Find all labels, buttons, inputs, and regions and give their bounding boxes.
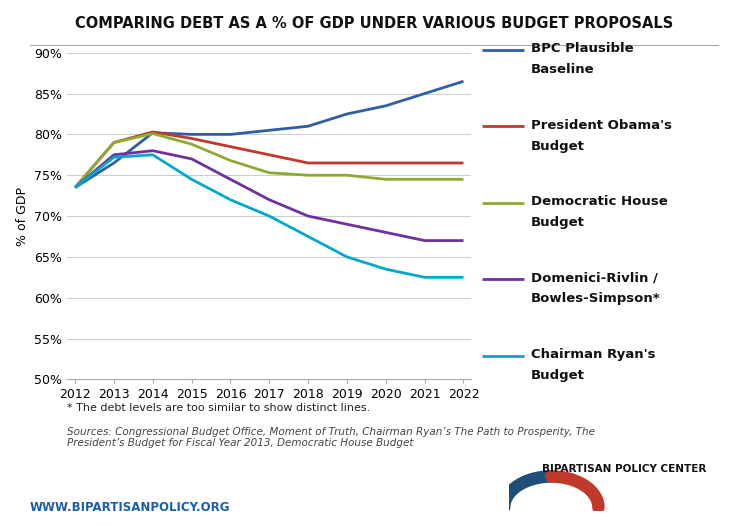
Text: Bowles-Simpson*: Bowles-Simpson*	[531, 292, 660, 306]
Text: Chairman Ryan's: Chairman Ryan's	[531, 348, 655, 361]
Y-axis label: % of GDP: % of GDP	[16, 187, 29, 246]
Text: BPC Plausible: BPC Plausible	[531, 42, 634, 55]
Text: Budget: Budget	[531, 369, 585, 382]
Text: Sources: Congressional Budget Office, Moment of Truth, Chairman Ryan’s The Path : Sources: Congressional Budget Office, Mo…	[67, 427, 595, 448]
Text: WWW.BIPARTISANPOLICY.ORG: WWW.BIPARTISANPOLICY.ORG	[30, 501, 230, 514]
Text: * The debt levels are too similar to show distinct lines.: * The debt levels are too similar to sho…	[67, 403, 370, 413]
Text: Domenici-Rivlin /: Domenici-Rivlin /	[531, 271, 658, 285]
Text: Democratic House: Democratic House	[531, 195, 668, 208]
Text: Budget: Budget	[531, 216, 585, 229]
Text: President Obama's: President Obama's	[531, 119, 672, 132]
Text: BIPARTISAN POLICY CENTER: BIPARTISAN POLICY CENTER	[542, 464, 707, 474]
Text: COMPARING DEBT AS A % OF GDP UNDER VARIOUS BUDGET PROPOSALS: COMPARING DEBT AS A % OF GDP UNDER VARIO…	[75, 16, 673, 31]
Text: Baseline: Baseline	[531, 63, 595, 76]
Text: Budget: Budget	[531, 140, 585, 153]
